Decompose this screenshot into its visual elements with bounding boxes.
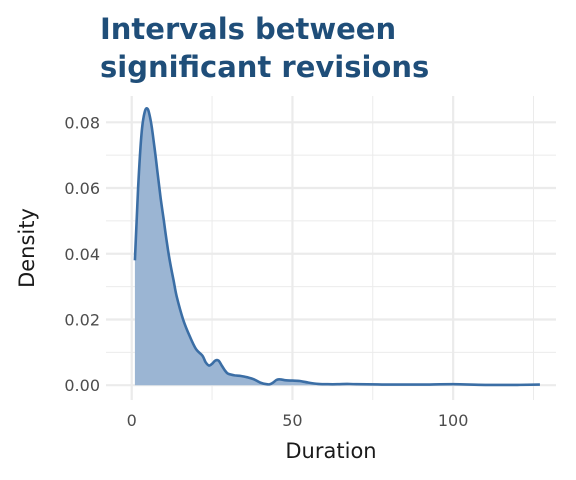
density-series xyxy=(133,107,540,387)
x-tick-label: 0 xyxy=(127,411,137,430)
y-tick-label: 0.02 xyxy=(64,310,100,329)
tick-labels: 0.00 0.02 0.04 0.06 0.08 0 50 100 xyxy=(64,113,468,430)
density-curve-line xyxy=(133,107,540,387)
y-tick-label: 0.08 xyxy=(64,113,100,132)
density-area-fill xyxy=(134,108,540,386)
chart-title: Intervals between significant revisions xyxy=(100,10,560,86)
y-axis-title: Density xyxy=(15,208,39,288)
chart-title-line-2: significant revisions xyxy=(100,50,430,84)
x-tick-label: 50 xyxy=(282,411,302,430)
y-tick-label: 0.00 xyxy=(64,376,100,395)
chart-title-line-1: Intervals between xyxy=(100,12,397,46)
y-tick-label: 0.04 xyxy=(64,245,100,264)
x-axis-title: Duration xyxy=(285,439,376,463)
y-tick-label: 0.06 xyxy=(64,179,100,198)
x-tick-label: 100 xyxy=(438,411,469,430)
